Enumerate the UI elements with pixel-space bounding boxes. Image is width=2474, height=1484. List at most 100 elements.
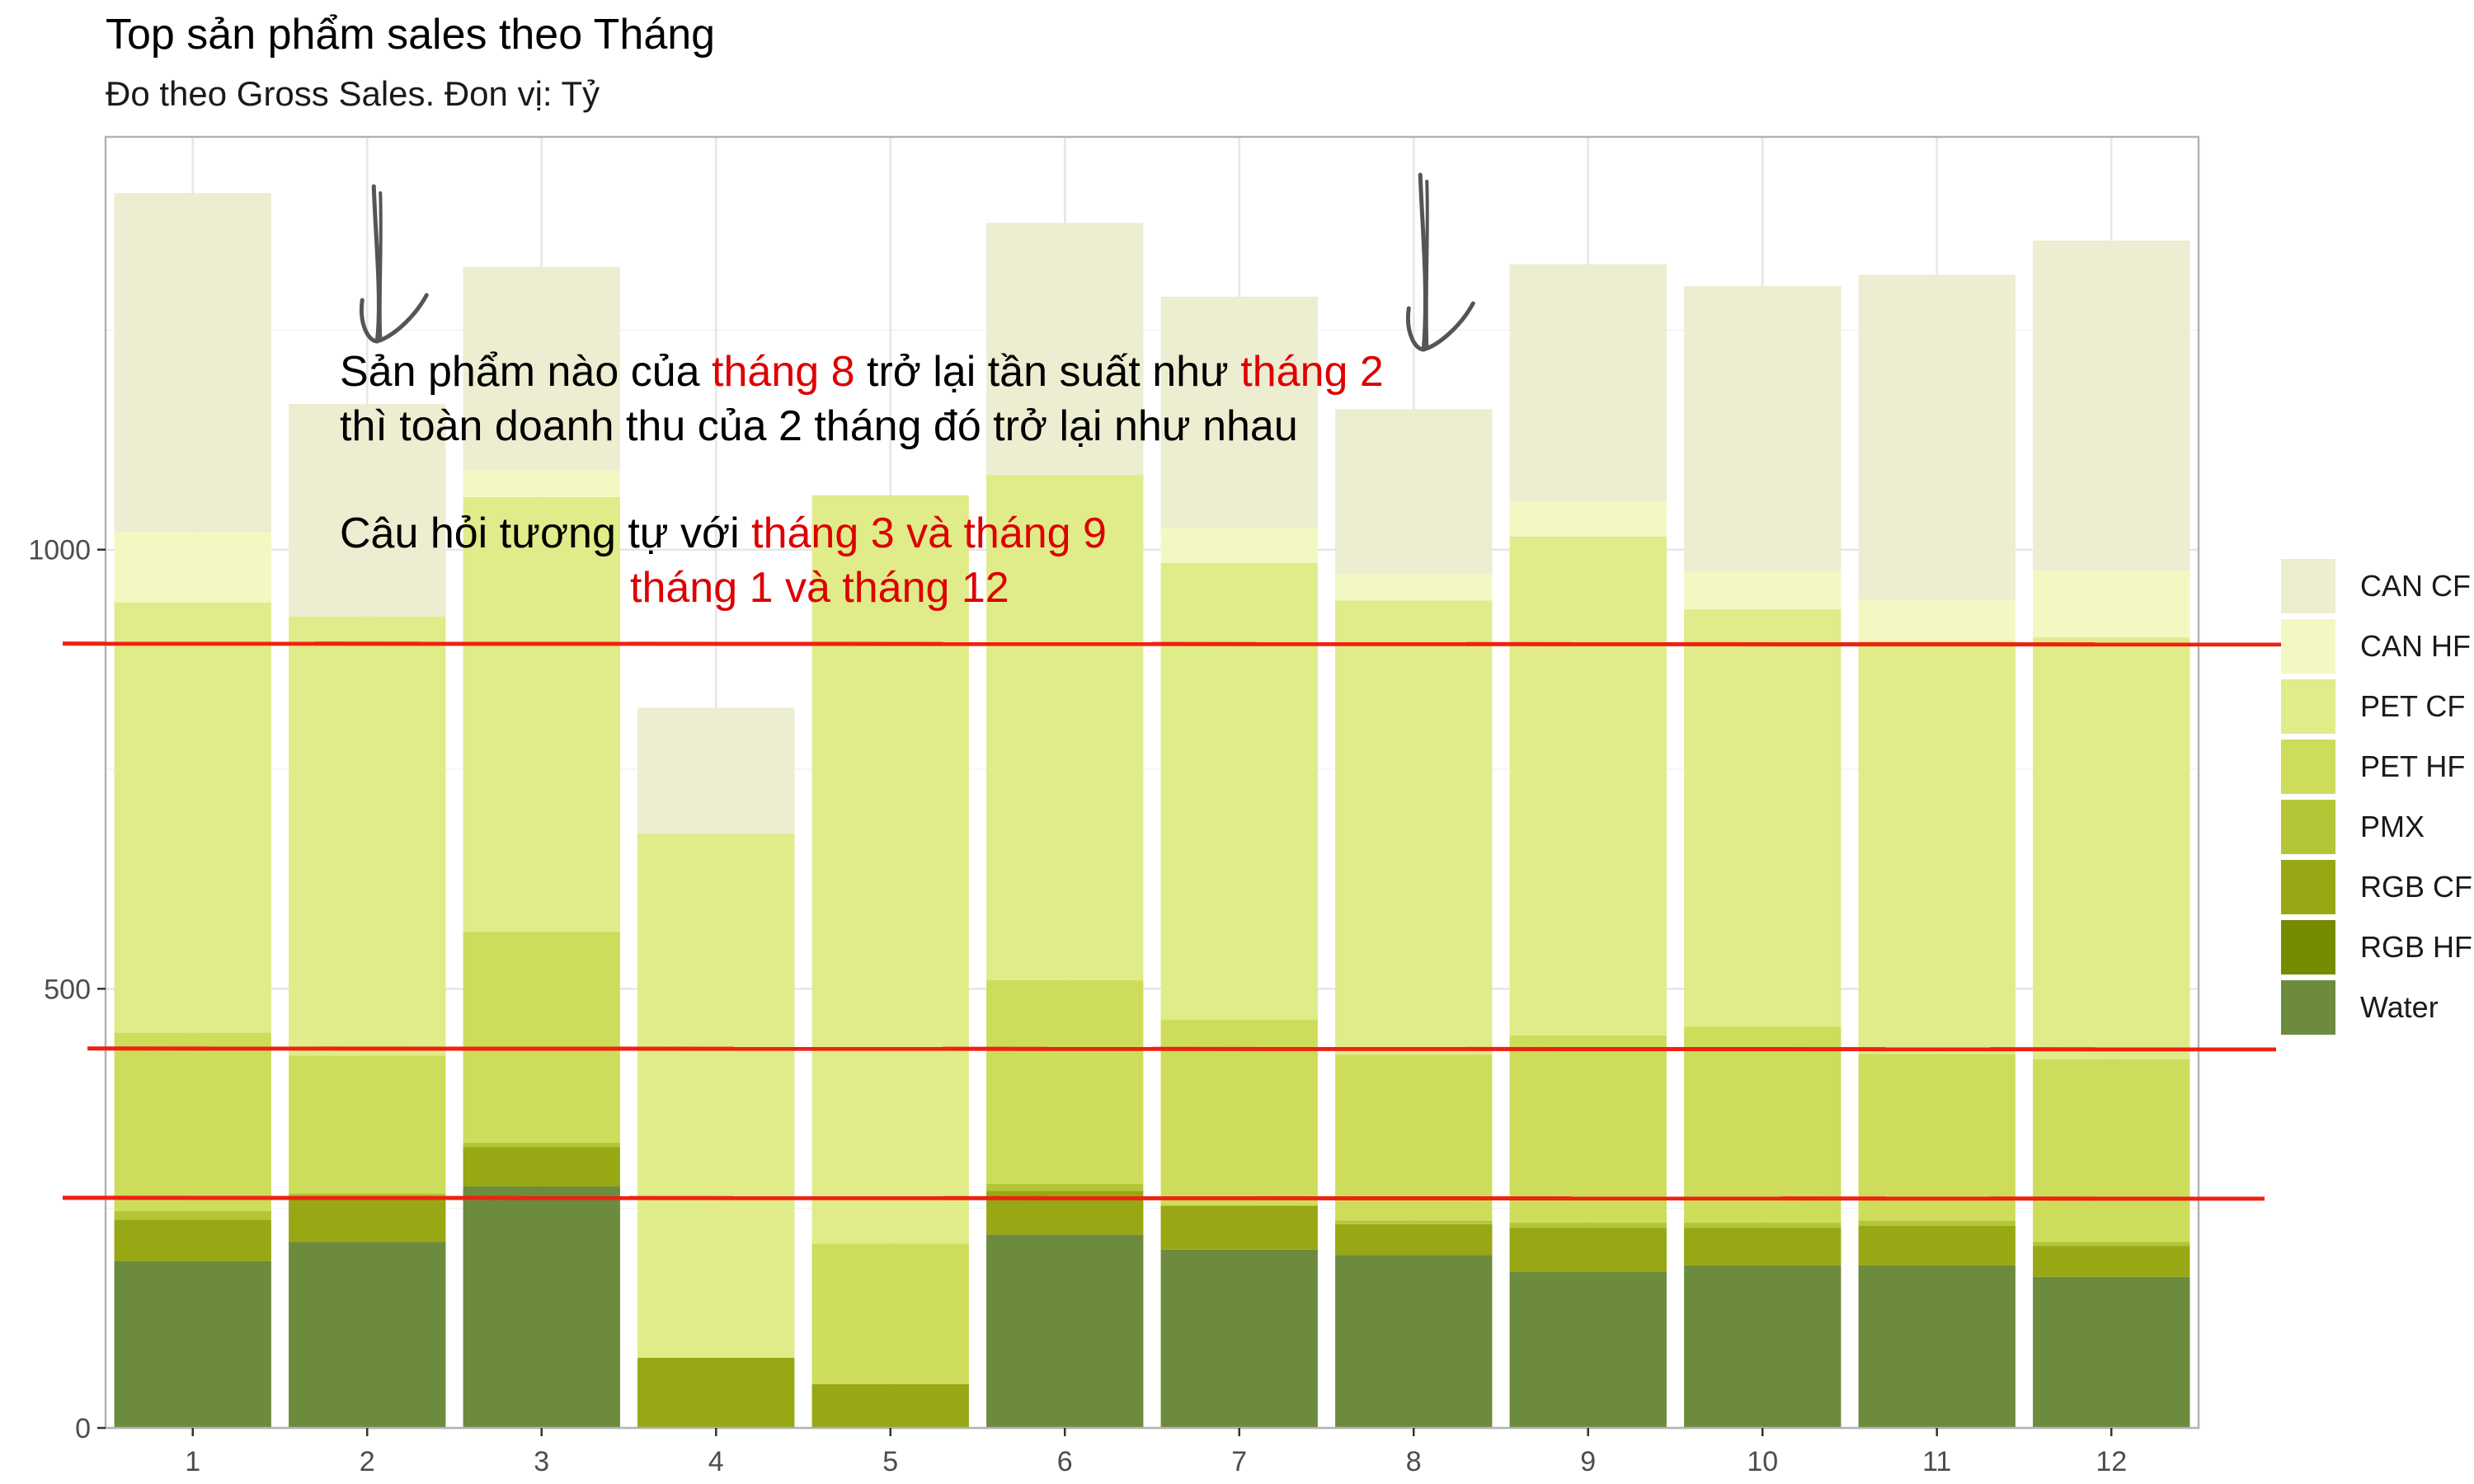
legend-label: RGB HF	[2360, 930, 2472, 964]
bar-segment-pmx-9	[1509, 1222, 1667, 1228]
bar-segment-rgb-cf-12	[2033, 1246, 2190, 1277]
reference-line	[62, 1195, 2265, 1201]
annotation-highlight: tháng 3 và tháng 9	[751, 510, 1107, 557]
bars-layer	[114, 193, 2190, 1428]
legend-key-can-cf	[2281, 559, 2335, 613]
arrow-head	[1405, 301, 1475, 352]
bar-segment-can-hf-12	[2033, 571, 2190, 638]
bar-segment-pet-hf-12	[2033, 1059, 2190, 1242]
annotation-line: Câu hỏi tương tự với tháng 3 và tháng 9	[340, 510, 1107, 557]
bar-segment-can-hf-9	[1509, 501, 1667, 537]
bar-segment-pmx-10	[1684, 1222, 1841, 1228]
x-tick-label: 9	[1580, 1446, 1596, 1477]
bar-segment-water-6	[986, 1234, 1144, 1428]
legend-key-rgb-hf	[2281, 920, 2335, 974]
annotation-text: thì toàn doanh thu của 2 tháng đó trở lạ…	[340, 402, 1298, 450]
plot-panel-border	[104, 135, 2200, 1430]
arrow-shaft	[378, 191, 383, 338]
bar-segment-water-10	[1684, 1265, 1841, 1428]
bar-segment-can-hf-10	[1684, 571, 1841, 610]
x-tick-label: 7	[1231, 1446, 1247, 1477]
annotation-text: Câu hỏi tương tự với	[340, 510, 751, 557]
annotation-text: trở lại tần suất như	[855, 348, 1241, 396]
legend-label: Water	[2360, 990, 2439, 1024]
legend-label: PMX	[2360, 810, 2425, 843]
bar-segment-can-cf-3	[463, 266, 620, 471]
bar-segment-pmx-12	[2033, 1242, 2190, 1247]
bar-segment-pet-hf-9	[1509, 1035, 1667, 1223]
bar-segment-can-cf-8	[1335, 409, 1493, 575]
bar-segment-can-hf-1	[114, 532, 271, 603]
bar-segment-can-cf-11	[1858, 275, 2015, 600]
bar-segment-pet-hf-5	[811, 1243, 969, 1384]
bar-segment-pmx-8	[1335, 1220, 1493, 1224]
bar-segment-water-1	[114, 1261, 271, 1428]
bar-segment-pet-hf-8	[1335, 1054, 1493, 1221]
reference-line	[62, 641, 2335, 647]
annotation-line: tháng 1 và tháng 12	[630, 564, 1009, 612]
arrow-shaft	[1418, 172, 1427, 352]
bar-segment-water-7	[1160, 1249, 1318, 1428]
bar-segment-pmx-2	[289, 1193, 446, 1198]
annotation-line: Sản phẩm nào của tháng 8 trở lại tần suấ…	[340, 348, 1384, 396]
bar-segment-water-9	[1509, 1271, 1667, 1428]
legend-label: PET CF	[2360, 689, 2465, 723]
chart-title: Top sản phẩm sales theo Tháng	[106, 11, 716, 59]
bar-segment-rgb-cf-10	[1684, 1228, 1841, 1266]
bar-segment-can-cf-9	[1509, 264, 1667, 502]
bar-segment-rgb-cf-3	[463, 1147, 620, 1187]
bar-segment-pet-cf-1	[114, 602, 271, 1033]
bar-segment-pet-cf-12	[2033, 637, 2190, 1059]
bar-segment-pmx-3	[463, 1142, 620, 1148]
bar-segment-can-hf-3	[463, 470, 620, 497]
bar-segment-pet-hf-2	[289, 1055, 446, 1194]
bar-segment-can-hf-8	[1335, 574, 1493, 601]
bar-segment-can-cf-2	[289, 403, 446, 617]
bar-segment-pet-cf-4	[637, 833, 795, 1358]
arrows-layer	[359, 172, 1475, 352]
x-tick-label: 2	[360, 1446, 375, 1477]
lines-layer	[62, 641, 2335, 1201]
y-tick-label: 1000	[28, 535, 91, 566]
annotation-highlight: tháng 1 và tháng 12	[630, 564, 1009, 612]
bar-segment-pet-cf-6	[986, 475, 1144, 980]
bar-segment-can-cf-10	[1684, 286, 1841, 572]
bar-segment-rgb-cf-7	[1160, 1205, 1318, 1250]
arrow-head	[359, 293, 429, 344]
legend-key-can-hf	[2281, 619, 2335, 674]
chart-subtitle: Đo theo Gross Sales. Đon vị: Tỷ	[106, 74, 600, 113]
bar-segment-rgb-cf-2	[289, 1197, 446, 1242]
bar-segment-pet-hf-10	[1684, 1026, 1841, 1223]
bar-segment-pet-hf-11	[1858, 1054, 2015, 1221]
x-tick-label: 1	[185, 1446, 200, 1477]
bar-segment-water-3	[463, 1186, 620, 1428]
x-tick-label: 12	[2095, 1446, 2127, 1477]
legend-key-pmx	[2281, 800, 2335, 854]
y-tick-label: 0	[75, 1413, 91, 1444]
bar-segment-pet-cf-5	[811, 495, 969, 1244]
plot-panel-bg	[106, 137, 2199, 1428]
x-tick-label: 5	[882, 1446, 898, 1477]
bar-segment-water-8	[1335, 1255, 1493, 1428]
legend-label: PET HF	[2360, 749, 2465, 783]
bar-segment-can-cf-6	[986, 223, 1144, 476]
bar-segment-water-11	[1858, 1265, 2015, 1428]
y-tick-label: 500	[44, 974, 91, 1005]
legend-key-pet-cf	[2281, 679, 2335, 734]
annotation-text: Sản phẩm nào của	[340, 348, 712, 396]
panel-layer	[104, 135, 2200, 1430]
bar-segment-pet-cf-3	[463, 496, 620, 932]
bar-segment-pet-hf-1	[114, 1032, 271, 1211]
legend-key-water	[2281, 980, 2335, 1035]
x-tick-label: 11	[1922, 1446, 1951, 1477]
legend-label: RGB CF	[2360, 870, 2472, 904]
bar-segment-can-cf-12	[2033, 240, 2190, 571]
bar-segment-pet-cf-9	[1509, 536, 1667, 1036]
bar-segment-pet-hf-6	[986, 979, 1144, 1184]
annotation-layer: Sản phẩm nào của tháng 8 trở lại tần suấ…	[340, 348, 1384, 612]
annotation-line: thì toàn doanh thu của 2 tháng đó trở lạ…	[340, 402, 1298, 450]
annotation-highlight: tháng 8	[712, 348, 855, 396]
bar-segment-pet-hf-3	[463, 932, 620, 1143]
